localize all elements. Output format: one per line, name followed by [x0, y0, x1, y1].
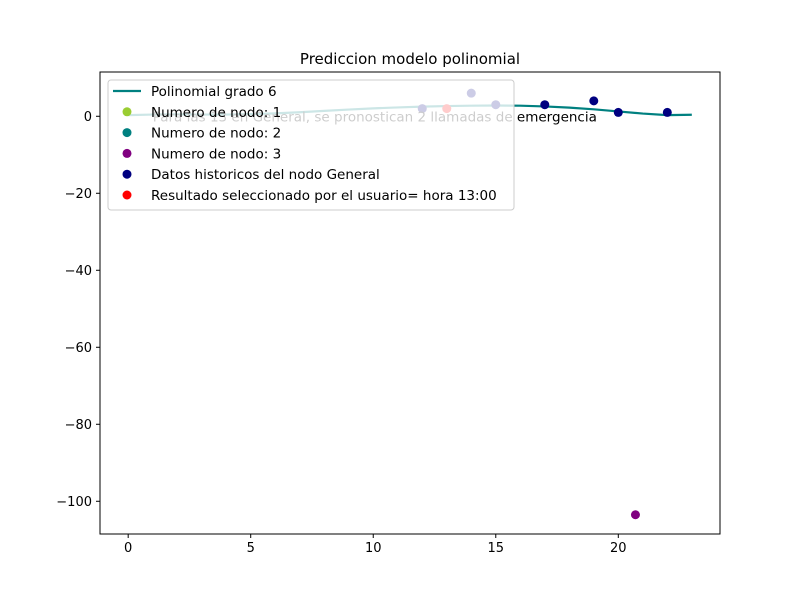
historic-point	[662, 107, 672, 117]
legend-label: Numero de nodo: 1	[151, 105, 281, 121]
legend-marker	[122, 148, 132, 158]
legend-marker	[122, 169, 132, 179]
historic-point	[589, 96, 599, 106]
legend-label: Datos historicos del nodo General	[151, 167, 380, 183]
legend-box	[107, 79, 515, 211]
axis-ticks: 0 5 10 15 20 0 −20 −40 −60 −80 −100	[56, 110, 626, 556]
y-tick-label: −20	[65, 187, 92, 202]
chart-title: Prediccion modelo polinomial	[300, 50, 520, 68]
x-tick-label: 5	[247, 541, 255, 556]
x-tick-label: 10	[365, 541, 382, 556]
y-tick-label: −60	[65, 341, 92, 356]
x-tick-label: 0	[124, 541, 132, 556]
x-tick-label: 15	[487, 541, 504, 556]
y-tick-label: −100	[56, 495, 92, 510]
legend-label: Polinomial grado 6	[151, 84, 277, 100]
historic-point	[613, 107, 623, 117]
y-tick-label: −80	[65, 418, 92, 433]
legend-label: Numero de nodo: 3	[151, 146, 281, 162]
legend-label: Numero de nodo: 2	[151, 126, 281, 142]
legend-marker	[122, 128, 132, 138]
axes-frame	[99, 71, 721, 535]
x-tick-label: 20	[610, 541, 627, 556]
y-tick-label: −40	[65, 264, 92, 279]
node3-point	[630, 510, 640, 520]
legend-marker	[122, 190, 132, 200]
y-tick-label: 0	[84, 110, 92, 125]
legend: Polinomial grado 6 Numero de nodo: 1 Numer…	[107, 79, 515, 211]
legend-marker	[122, 107, 132, 117]
legend-label: Resultado seleccionado por el usuario= h…	[151, 188, 497, 204]
historic-point	[540, 100, 550, 110]
